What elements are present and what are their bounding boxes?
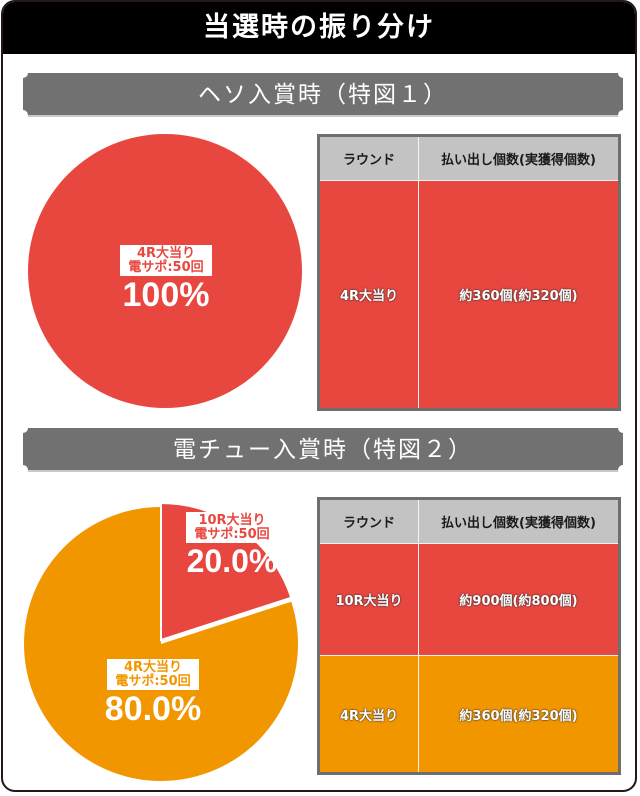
cell-round: 4R大当り: [318, 180, 419, 410]
section-banner-label: 電チュー入賞時（特図２）: [173, 437, 473, 463]
column-header-payout: 払い出し個数(実獲得個数): [418, 135, 620, 181]
payout-table-denchu: ラウンド 払い出し個数(実獲得個数) 10R大当り 約900個(約800個) 4…: [317, 497, 621, 775]
pie-tag: 4R大当り 電サポ:50回: [120, 245, 212, 276]
pie-percent: 80.0%: [104, 690, 202, 728]
table-row: 4R大当り 約360個(約320個): [318, 655, 620, 774]
pie-label-4r: 4R大当り 電サポ:50回 80.0%: [73, 659, 233, 726]
table-header-row: ラウンド 払い出し個数(実獲得個数): [318, 498, 620, 544]
table-row: 10R大当り 約900個(約800個): [318, 542, 620, 657]
banner-notch: [18, 423, 28, 433]
banner-notch: [618, 110, 628, 120]
pie-tag-round: 4R大当り: [136, 246, 196, 261]
pie-tag: 10R大当り 電サポ:50回: [186, 512, 278, 543]
banner-notch: [18, 465, 28, 475]
pie-label-4r: 4R大当り 電サポ:50回 100%: [86, 245, 246, 312]
section-banner-denchu: 電チュー入賞時（特図２）: [18, 423, 628, 475]
banner-notch: [18, 68, 28, 78]
pie-tag-support: 電サポ:50回: [194, 527, 270, 542]
table-header-row: ラウンド 払い出し個数(実獲得個数): [318, 135, 620, 181]
section-banner-heso: ヘソ入賞時（特図１）: [18, 68, 628, 120]
column-header-round: ラウンド: [318, 498, 419, 544]
banner-notch: [618, 423, 628, 433]
pie-tag-support: 電サポ:50回: [115, 674, 191, 689]
pie-percent: 20.0%: [186, 543, 278, 579]
cell-round: 4R大当り: [318, 655, 419, 774]
cell-payout: 約360個(約320個): [418, 655, 620, 774]
pie-tag-round: 10R大当り: [198, 513, 266, 528]
pie-tag-support: 電サポ:50回: [128, 260, 204, 275]
cell-payout: 約900個(約800個): [418, 542, 620, 657]
banner-notch: [618, 68, 628, 78]
column-header-payout: 払い出し個数(実獲得個数): [418, 498, 620, 544]
banner-notch: [18, 110, 28, 120]
page-title: 当選時の振り分け: [3, 2, 635, 54]
section-banner-label: ヘソ入賞時（特図１）: [198, 82, 448, 108]
pie-tag-round: 4R大当り: [123, 660, 183, 675]
pie-tag: 4R大当り 電サポ:50回: [107, 659, 199, 690]
column-header-round: ラウンド: [318, 135, 419, 181]
table-row: 4R大当り 約360個(約320個): [318, 180, 620, 410]
pie-slice-4r: [23, 507, 298, 781]
banner-notch: [618, 465, 628, 475]
cell-round: 10R大当り: [318, 542, 419, 657]
payout-table-heso: ラウンド 払い出し個数(実獲得個数) 4R大当り 約360個(約320個): [317, 134, 621, 411]
pie-percent: 100%: [122, 276, 210, 314]
cell-payout: 約360個(約320個): [418, 180, 620, 410]
pie-label-10r: 10R大当り 電サポ:50回 20.0%: [169, 512, 295, 577]
